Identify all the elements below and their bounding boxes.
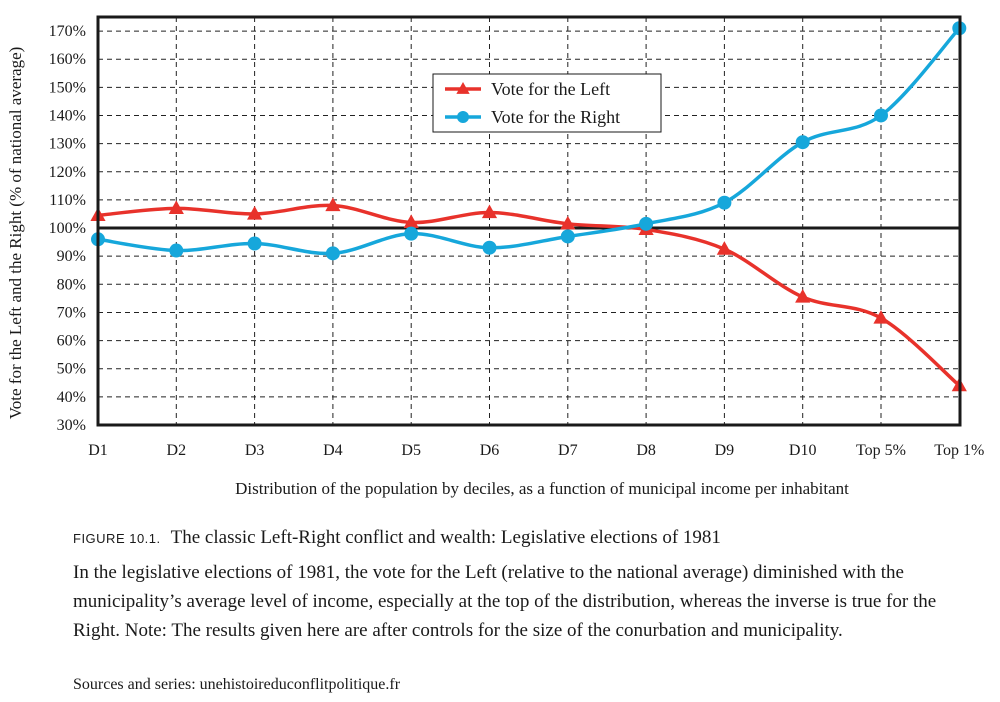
figure-label: FIGURE 10.1.	[73, 531, 161, 546]
y-axis-label: Vote for the Left and the Right (% of na…	[6, 47, 25, 420]
data-point	[560, 229, 575, 244]
data-point	[247, 236, 262, 251]
y-tick-label: 160%	[49, 51, 86, 68]
x-tick-label: Top 5%	[856, 442, 906, 459]
x-tick-label: D8	[636, 442, 656, 459]
data-point	[873, 310, 889, 324]
series-line	[97, 27, 961, 256]
y-tick-label: 100%	[49, 220, 86, 237]
series-right	[91, 21, 967, 261]
x-tick-label: D4	[323, 442, 343, 459]
legend-entry: Vote for the Right	[491, 107, 620, 127]
x-tick-label: D7	[558, 442, 578, 459]
plot-frame	[96, 15, 962, 427]
x-tick-label: D2	[167, 442, 187, 459]
data-point	[169, 243, 184, 258]
y-tick-label: 60%	[57, 333, 86, 350]
y-tick-label: 70%	[57, 304, 86, 321]
data-point	[639, 216, 654, 231]
legend-marker	[457, 111, 469, 123]
data-point	[325, 197, 341, 212]
figure-source: Sources and series: unehistoireduconflit…	[73, 676, 401, 693]
x-axis-label: Distribution of the population by decile…	[235, 479, 849, 498]
y-tick-label: 40%	[57, 389, 86, 406]
data-point	[874, 108, 888, 123]
x-tick-label: Top 1%	[934, 442, 984, 459]
data-point	[247, 205, 263, 220]
y-tick-label: 130%	[49, 136, 86, 153]
data-point	[560, 215, 576, 230]
y-tick-label: 170%	[49, 23, 86, 40]
x-tick-label: D6	[480, 442, 500, 459]
x-axis-ticks: D1 D2 D3 D4 D5 D6 D7 D8 D9 D10 Top 5% Top 1%	[88, 442, 984, 459]
legend-marker	[456, 82, 470, 94]
data-point	[795, 135, 810, 150]
y-tick-label: 120%	[49, 164, 86, 181]
data-point	[404, 226, 419, 241]
y-tick-label: 150%	[49, 79, 86, 96]
data-point	[403, 214, 419, 229]
data-point	[481, 204, 498, 219]
series-group	[90, 21, 967, 392]
y-tick-label: 140%	[49, 107, 86, 124]
data-point	[795, 288, 811, 303]
series-line	[97, 203, 961, 387]
figure-title: FIGURE 10.1. The classic Left-Right confl…	[73, 527, 953, 549]
legend-box	[432, 73, 662, 133]
legend: Vote for the Left Vote for the Right	[432, 73, 662, 133]
x-tick-label: D3	[245, 442, 265, 459]
figure-title-text: The classic Left-Right conflict and weal…	[170, 527, 721, 548]
x-tick-label: D1	[88, 442, 108, 459]
y-tick-label: 80%	[57, 276, 86, 293]
y-axis-ticks: 30% 40% 50% 60% 70% 80% 90% 100% 110% 120% 130% 140…	[49, 23, 86, 434]
x-tick-label: D9	[715, 442, 735, 459]
x-tick-label: D5	[401, 442, 421, 459]
chart: 30% 40% 50% 60% 70% 80% 90% 100% 110% 120% 130% 140…	[6, 15, 984, 498]
data-point	[717, 195, 732, 210]
y-tick-label: 50%	[57, 361, 86, 378]
y-tick-label: 110%	[49, 192, 86, 209]
data-point	[325, 246, 340, 261]
legend-entry: Vote for the Left	[491, 79, 610, 99]
y-tick-label: 90%	[57, 248, 86, 265]
y-tick-label: 30%	[57, 417, 86, 434]
data-point	[168, 200, 184, 214]
data-point	[716, 241, 732, 255]
x-tick-label: D10	[789, 442, 817, 459]
data-point	[482, 240, 497, 255]
figure-description: In the legislative elections of 1981, th…	[73, 562, 937, 641]
